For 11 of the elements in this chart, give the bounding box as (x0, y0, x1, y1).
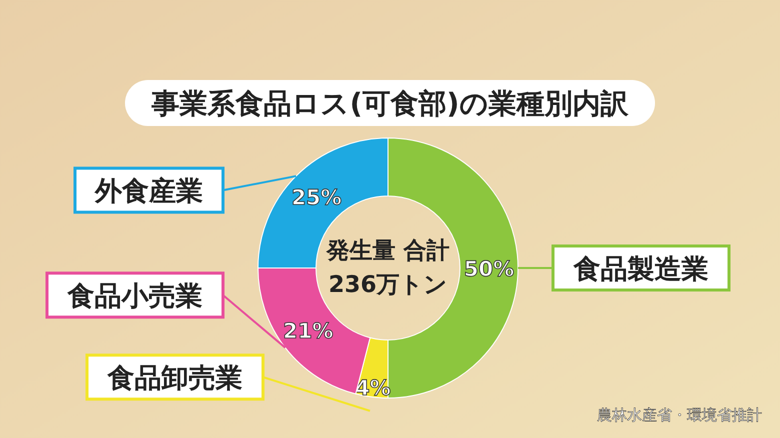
data-label: 21% (283, 318, 334, 343)
data-label: 25% (291, 186, 342, 210)
data-label: 50% (464, 257, 514, 281)
chart-title: 事業系食品ロス(可食部)の業種別内訳 (150, 87, 630, 120)
slice-label: 食品製造業 (572, 254, 708, 285)
text: 236万トン (328, 272, 448, 298)
slice-label: 外食産業 (94, 176, 203, 208)
text: 農林水産省・環境省推計 (597, 406, 762, 424)
slice-label: 食品卸売業 (106, 363, 242, 394)
slice-label: 食品小売業 (66, 281, 202, 312)
text: 発生量 合計 (325, 238, 450, 264)
